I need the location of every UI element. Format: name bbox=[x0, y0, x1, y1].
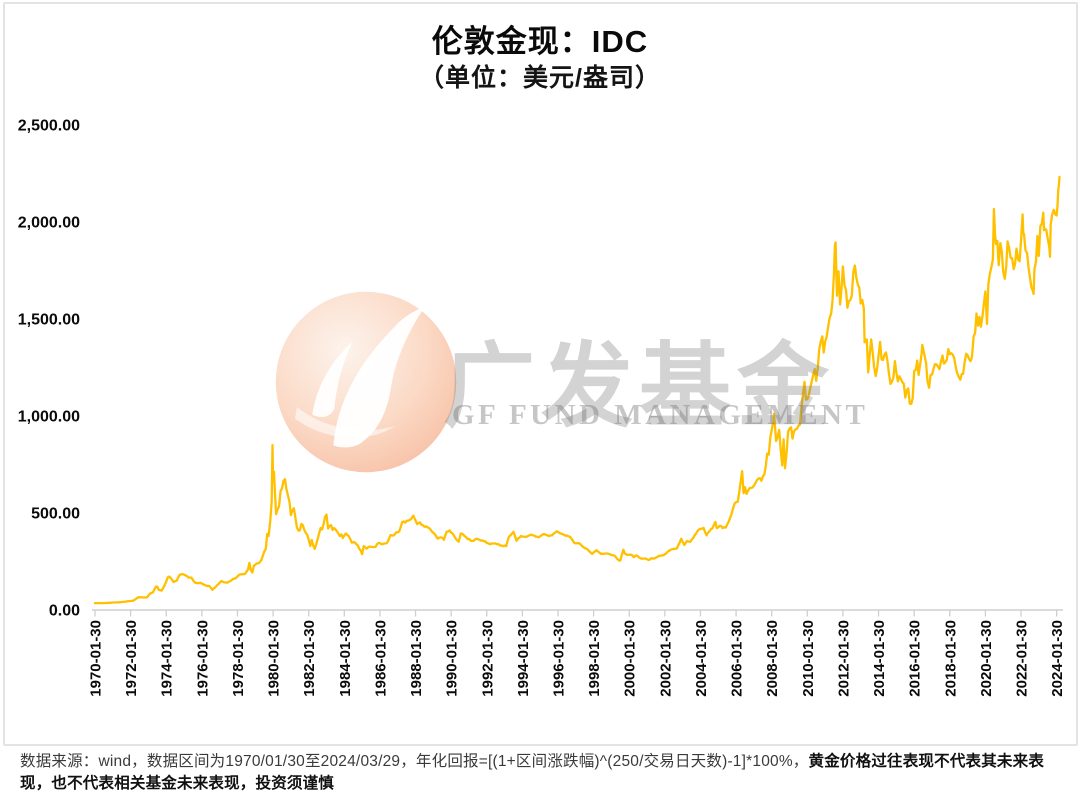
x-axis-label: 1978-01-30 bbox=[230, 620, 247, 697]
x-axis-label: 2016-01-30 bbox=[907, 620, 924, 697]
footer-risk-warning-text: 黄金价格过往表现不代表其未来表现，也不代表相关基金未来表现，投资须谨慎 bbox=[20, 753, 1045, 792]
x-axis-label: 2010-01-30 bbox=[800, 620, 817, 697]
x-axis-label: 1976-01-30 bbox=[194, 620, 211, 697]
x-axis-label: 1988-01-30 bbox=[408, 620, 425, 697]
y-axis-label: 1,000.00 bbox=[18, 409, 80, 426]
chart-title: 伦敦金现：IDC bbox=[431, 24, 649, 59]
chart-subtitle: （单位：美元/盎司） bbox=[419, 64, 661, 92]
x-axis-label: 1996-01-30 bbox=[551, 620, 568, 697]
x-axis-label: 2024-01-30 bbox=[1049, 620, 1066, 697]
x-axis-label: 1974-01-30 bbox=[159, 620, 176, 697]
x-axis-label: 1980-01-30 bbox=[266, 620, 283, 697]
price-chart-canvas: 0.00 500.00 1,000.00 1,500.00 2,000.00 2,500.… bbox=[18, 118, 1066, 697]
x-axis-label: 2002-01-30 bbox=[657, 620, 674, 697]
chart-card bbox=[3, 2, 1078, 746]
footer-disclaimer: 数据来源：wind，数据区间为1970/01/30至2024/03/29，年化回… bbox=[20, 751, 1068, 795]
x-axis-label: 2014-01-30 bbox=[871, 620, 888, 697]
x-axis-label: 1986-01-30 bbox=[372, 620, 389, 697]
footer-data-source-text: 数据来源：wind，数据区间为1970/01/30至2024/03/29，年化回… bbox=[20, 753, 809, 770]
x-axis-label: 2012-01-30 bbox=[835, 620, 852, 697]
x-axis-label: 2020-01-30 bbox=[978, 620, 995, 697]
x-axis-label: 2008-01-30 bbox=[764, 620, 781, 697]
x-axis-label: 1992-01-30 bbox=[479, 620, 496, 697]
x-axis-label: 2000-01-30 bbox=[622, 620, 639, 697]
y-axis-label: 2,000.00 bbox=[18, 215, 80, 232]
x-axis-label: 2018-01-30 bbox=[942, 620, 959, 697]
y-axis-label: 2,500.00 bbox=[18, 118, 80, 135]
price-line-series bbox=[93, 175, 1061, 605]
y-axis-label: 500.00 bbox=[31, 506, 80, 523]
x-axis-label: 1982-01-30 bbox=[301, 620, 318, 697]
x-axis-label: 1972-01-30 bbox=[123, 620, 140, 697]
y-axis-label: 1,500.00 bbox=[18, 312, 80, 329]
x-axis-label: 2004-01-30 bbox=[693, 620, 710, 697]
y-axis-label: 0.00 bbox=[49, 603, 80, 620]
x-axis-label: 1998-01-30 bbox=[586, 620, 603, 697]
x-axis-label: 1970-01-30 bbox=[88, 620, 105, 697]
x-axis-label: 2006-01-30 bbox=[729, 620, 746, 697]
gf-flame-logo-icon bbox=[275, 291, 457, 473]
x-axis-label: 1994-01-30 bbox=[515, 620, 532, 697]
x-axis-label: 1984-01-30 bbox=[337, 620, 354, 697]
x-axis-label: 1990-01-30 bbox=[444, 620, 461, 697]
x-axis-label: 2022-01-30 bbox=[1014, 620, 1031, 697]
